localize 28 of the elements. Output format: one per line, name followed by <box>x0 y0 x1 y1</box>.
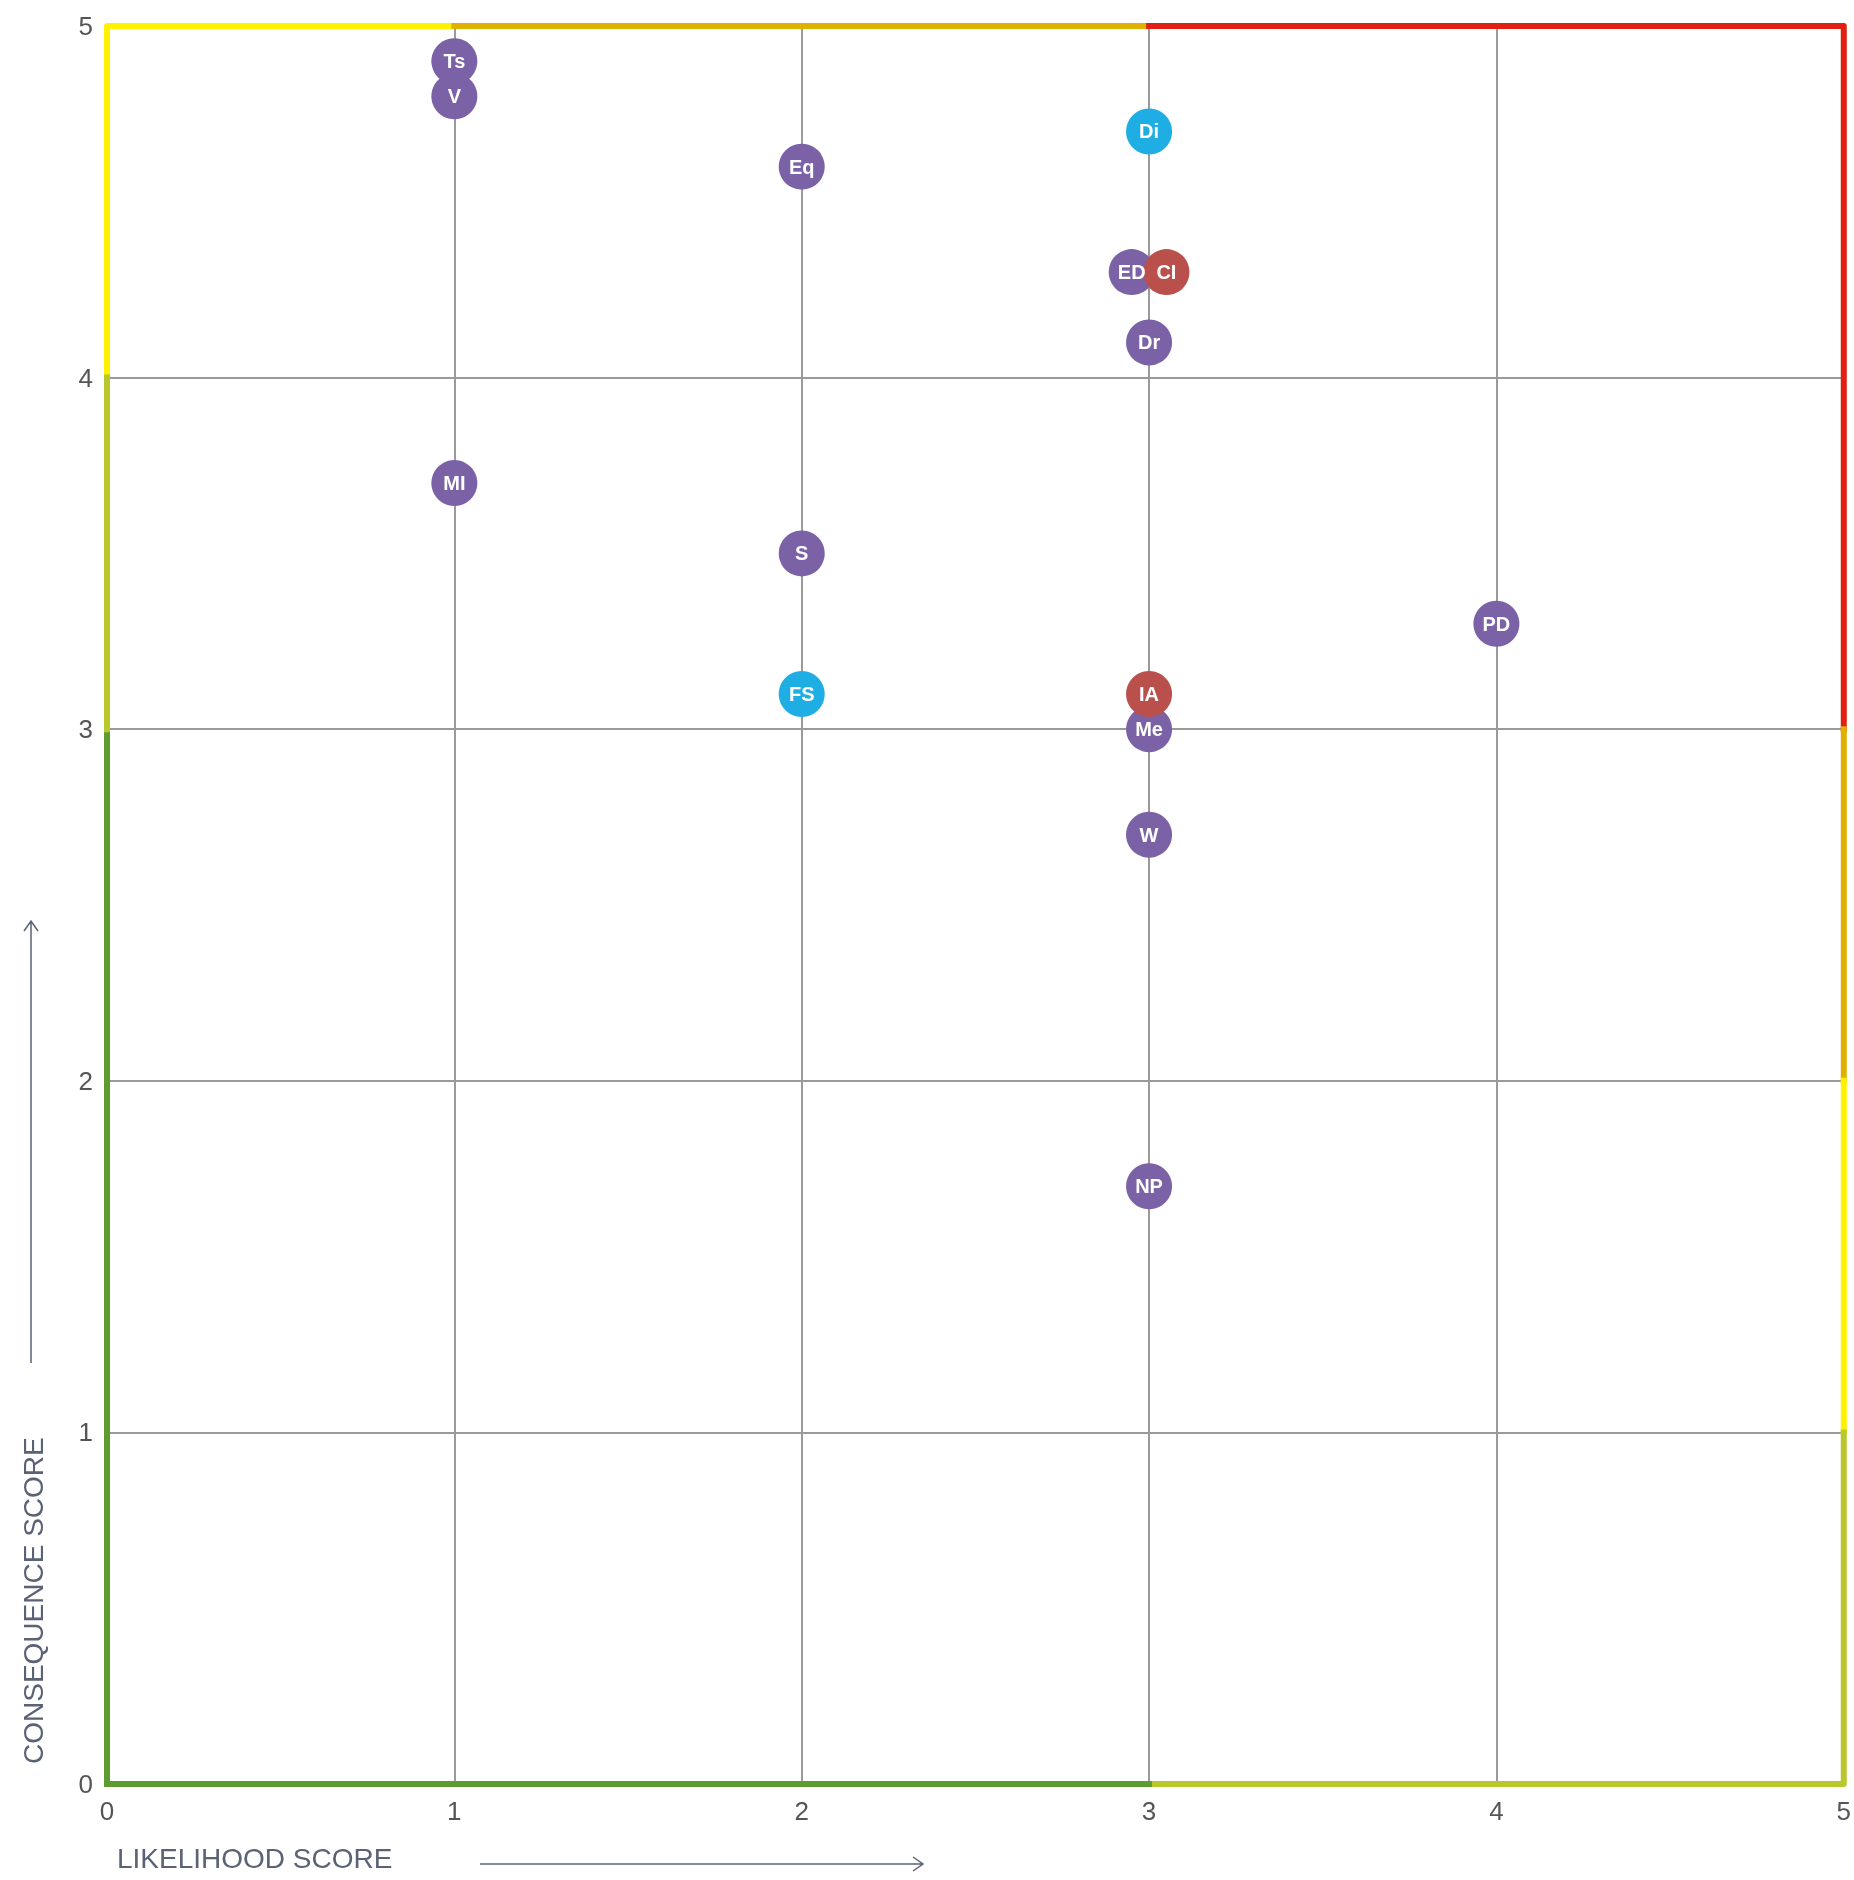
data-label: Ts <box>443 50 466 73</box>
y-axis-title: CONSEQUENCE SCORE <box>17 1437 49 1764</box>
y-tick-label: 4 <box>78 362 93 393</box>
data-label: Me <box>1135 718 1163 741</box>
data-label: CI <box>1156 261 1177 284</box>
y-tick-label: 3 <box>78 714 93 745</box>
x-tick-label: 4 <box>1489 1796 1504 1826</box>
y-tick-label: 5 <box>78 11 93 41</box>
data-label: Dr <box>1137 331 1161 354</box>
data-label: FS <box>788 683 815 706</box>
data-label: IA <box>1139 683 1160 706</box>
y-tick-label: 1 <box>78 1417 93 1448</box>
x-tick-label: 0 <box>99 1796 115 1826</box>
data-label: Eq <box>788 155 815 178</box>
data-label: W <box>1139 823 1159 846</box>
data-label: NP <box>1135 1175 1163 1198</box>
x-tick-label: 3 <box>1141 1796 1157 1826</box>
data-label: Di <box>1139 120 1160 143</box>
x-tick-label: 5 <box>1836 1796 1851 1826</box>
y-tick-label: 0 <box>78 1769 93 1799</box>
data-label: PD <box>1482 612 1511 635</box>
x-tick-label: 2 <box>794 1796 809 1826</box>
data-label: S <box>795 542 809 565</box>
x-axis-title: LIKELIHOOD SCORE <box>117 1842 393 1874</box>
y-tick-label: 2 <box>78 1065 93 1096</box>
data-label: MI <box>443 472 466 495</box>
data-label: V <box>447 85 462 108</box>
x-tick-label: 1 <box>447 1796 462 1826</box>
